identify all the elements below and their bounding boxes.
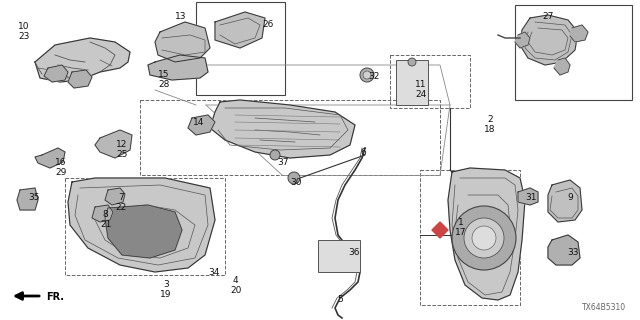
- Polygon shape: [68, 70, 92, 88]
- Polygon shape: [148, 55, 208, 80]
- Circle shape: [270, 150, 280, 160]
- Polygon shape: [188, 115, 215, 135]
- Text: 33: 33: [567, 248, 579, 257]
- Bar: [65, 178, 225, 275]
- Text: 27: 27: [542, 12, 554, 21]
- Text: 30: 30: [290, 178, 301, 187]
- Bar: [515, 5, 632, 100]
- Polygon shape: [520, 15, 578, 65]
- Text: 36: 36: [348, 248, 360, 257]
- Text: 15
28: 15 28: [158, 70, 170, 89]
- Polygon shape: [105, 205, 182, 258]
- Text: 37: 37: [277, 158, 289, 167]
- Polygon shape: [35, 38, 130, 82]
- Text: 10
23: 10 23: [18, 22, 29, 41]
- Polygon shape: [17, 188, 38, 210]
- Bar: [318, 240, 360, 272]
- Text: 1
17: 1 17: [455, 218, 467, 237]
- Polygon shape: [515, 32, 530, 48]
- Polygon shape: [554, 58, 570, 75]
- Bar: [140, 100, 440, 175]
- Bar: [390, 55, 470, 108]
- Text: 4
20: 4 20: [230, 276, 241, 295]
- Text: 11
24: 11 24: [415, 80, 426, 100]
- Circle shape: [472, 226, 496, 250]
- Circle shape: [360, 68, 374, 82]
- Text: 26: 26: [262, 20, 273, 29]
- Polygon shape: [570, 25, 588, 42]
- Polygon shape: [518, 188, 538, 205]
- Polygon shape: [95, 130, 132, 158]
- Text: 5: 5: [337, 295, 343, 304]
- Text: 3
19: 3 19: [160, 280, 172, 300]
- Text: 32: 32: [368, 72, 380, 81]
- Polygon shape: [448, 168, 525, 300]
- Text: 16
29: 16 29: [55, 158, 67, 177]
- Text: 31: 31: [525, 193, 536, 202]
- Circle shape: [363, 71, 371, 79]
- Polygon shape: [155, 22, 210, 62]
- Text: 35: 35: [28, 193, 40, 202]
- Polygon shape: [92, 205, 113, 222]
- Polygon shape: [548, 235, 580, 265]
- Text: 7
22: 7 22: [115, 193, 126, 212]
- Polygon shape: [105, 188, 125, 205]
- Text: 9: 9: [567, 193, 573, 202]
- Bar: [396, 60, 428, 105]
- Bar: [196, 2, 285, 95]
- Text: 8
21: 8 21: [100, 210, 111, 229]
- Polygon shape: [215, 12, 265, 48]
- Circle shape: [288, 172, 300, 184]
- Text: 2
18: 2 18: [484, 115, 495, 134]
- Polygon shape: [35, 148, 65, 168]
- Polygon shape: [68, 178, 215, 272]
- Text: FR.: FR.: [46, 292, 64, 302]
- Circle shape: [452, 206, 516, 270]
- Text: 12
25: 12 25: [116, 140, 127, 159]
- Text: 13: 13: [175, 12, 186, 21]
- Polygon shape: [44, 65, 68, 82]
- Polygon shape: [432, 222, 448, 238]
- Text: 14: 14: [193, 118, 204, 127]
- Circle shape: [464, 218, 504, 258]
- Polygon shape: [210, 100, 355, 158]
- Text: 6: 6: [360, 148, 365, 157]
- Circle shape: [408, 58, 416, 66]
- Polygon shape: [548, 180, 582, 222]
- Text: TX64B5310: TX64B5310: [582, 303, 626, 312]
- Text: 34: 34: [208, 268, 220, 277]
- Bar: [420, 170, 520, 305]
